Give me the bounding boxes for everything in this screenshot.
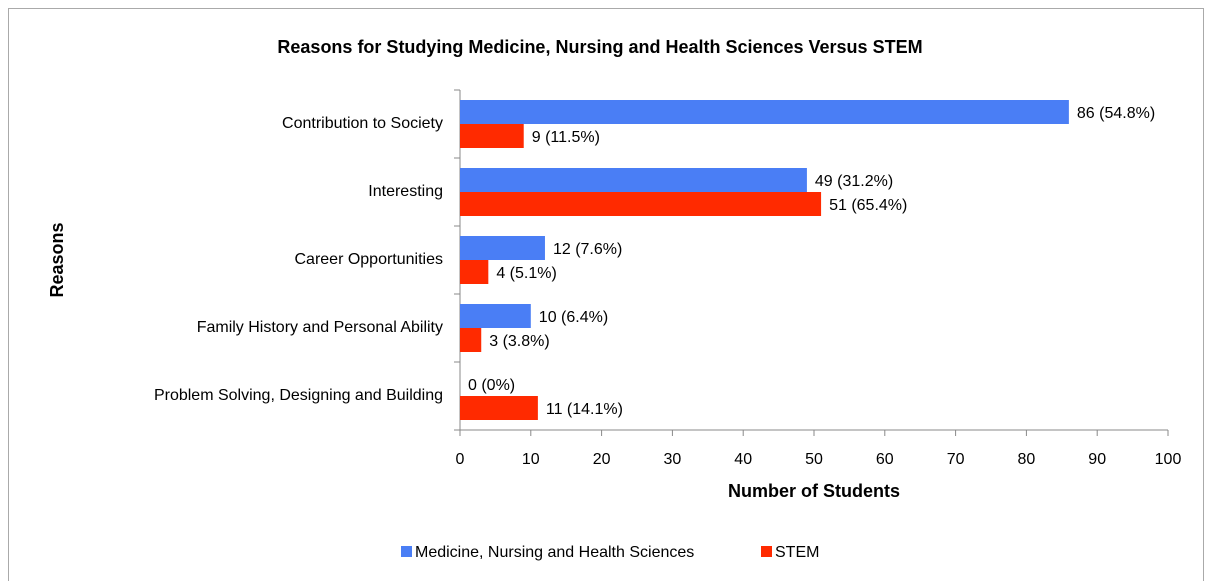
value-label: 3 (3.8%): [489, 333, 549, 350]
bar: [460, 328, 482, 352]
y-tick-label: Contribution to Society: [282, 115, 443, 132]
value-label: 4 (5.1%): [496, 265, 556, 282]
x-tick-label: 100: [1155, 451, 1182, 468]
y-axis-label: Reasons: [47, 222, 67, 297]
bar: [460, 168, 807, 192]
x-tick-label: 80: [1018, 451, 1036, 468]
value-label: 86 (54.8%): [1077, 105, 1155, 122]
x-tick-label: 0: [456, 451, 465, 468]
y-tick-label: Interesting: [368, 183, 443, 200]
value-label: 12 (7.6%): [553, 241, 622, 258]
bar: [460, 192, 822, 216]
value-label: 9 (11.5%): [532, 129, 600, 146]
bar: [460, 100, 1069, 124]
chart-border: [8, 8, 1204, 581]
x-tick-label: 90: [1088, 451, 1106, 468]
legend-label: Medicine, Nursing and Health Sciences: [415, 544, 694, 561]
x-tick-label: 30: [664, 451, 682, 468]
bar: [460, 236, 545, 260]
value-label: 49 (31.2%): [815, 173, 893, 190]
y-tick-label: Problem Solving, Designing and Building: [154, 387, 443, 404]
bar: [460, 304, 531, 328]
value-label: 10 (6.4%): [539, 309, 608, 326]
y-tick-label: Career Opportunities: [294, 251, 443, 268]
x-tick-label: 50: [805, 451, 823, 468]
value-label: 11 (14.1%): [546, 401, 623, 418]
legend-label: STEM: [775, 544, 819, 561]
legend-swatch: [401, 546, 412, 557]
legend-swatch: [761, 546, 772, 557]
bar: [460, 124, 524, 148]
x-tick-label: 10: [522, 451, 540, 468]
x-tick-label: 20: [593, 451, 611, 468]
value-label: 0 (0%): [468, 377, 515, 394]
x-tick-label: 40: [734, 451, 752, 468]
value-label: 51 (65.4%): [829, 197, 907, 214]
x-tick-label: 60: [876, 451, 894, 468]
bar: [460, 396, 538, 420]
chart-title: Reasons for Studying Medicine, Nursing a…: [277, 37, 922, 57]
bar: [460, 260, 489, 284]
x-axis-label: Number of Students: [728, 481, 900, 501]
y-tick-label: Family History and Personal Ability: [197, 319, 443, 336]
x-tick-label: 70: [947, 451, 965, 468]
